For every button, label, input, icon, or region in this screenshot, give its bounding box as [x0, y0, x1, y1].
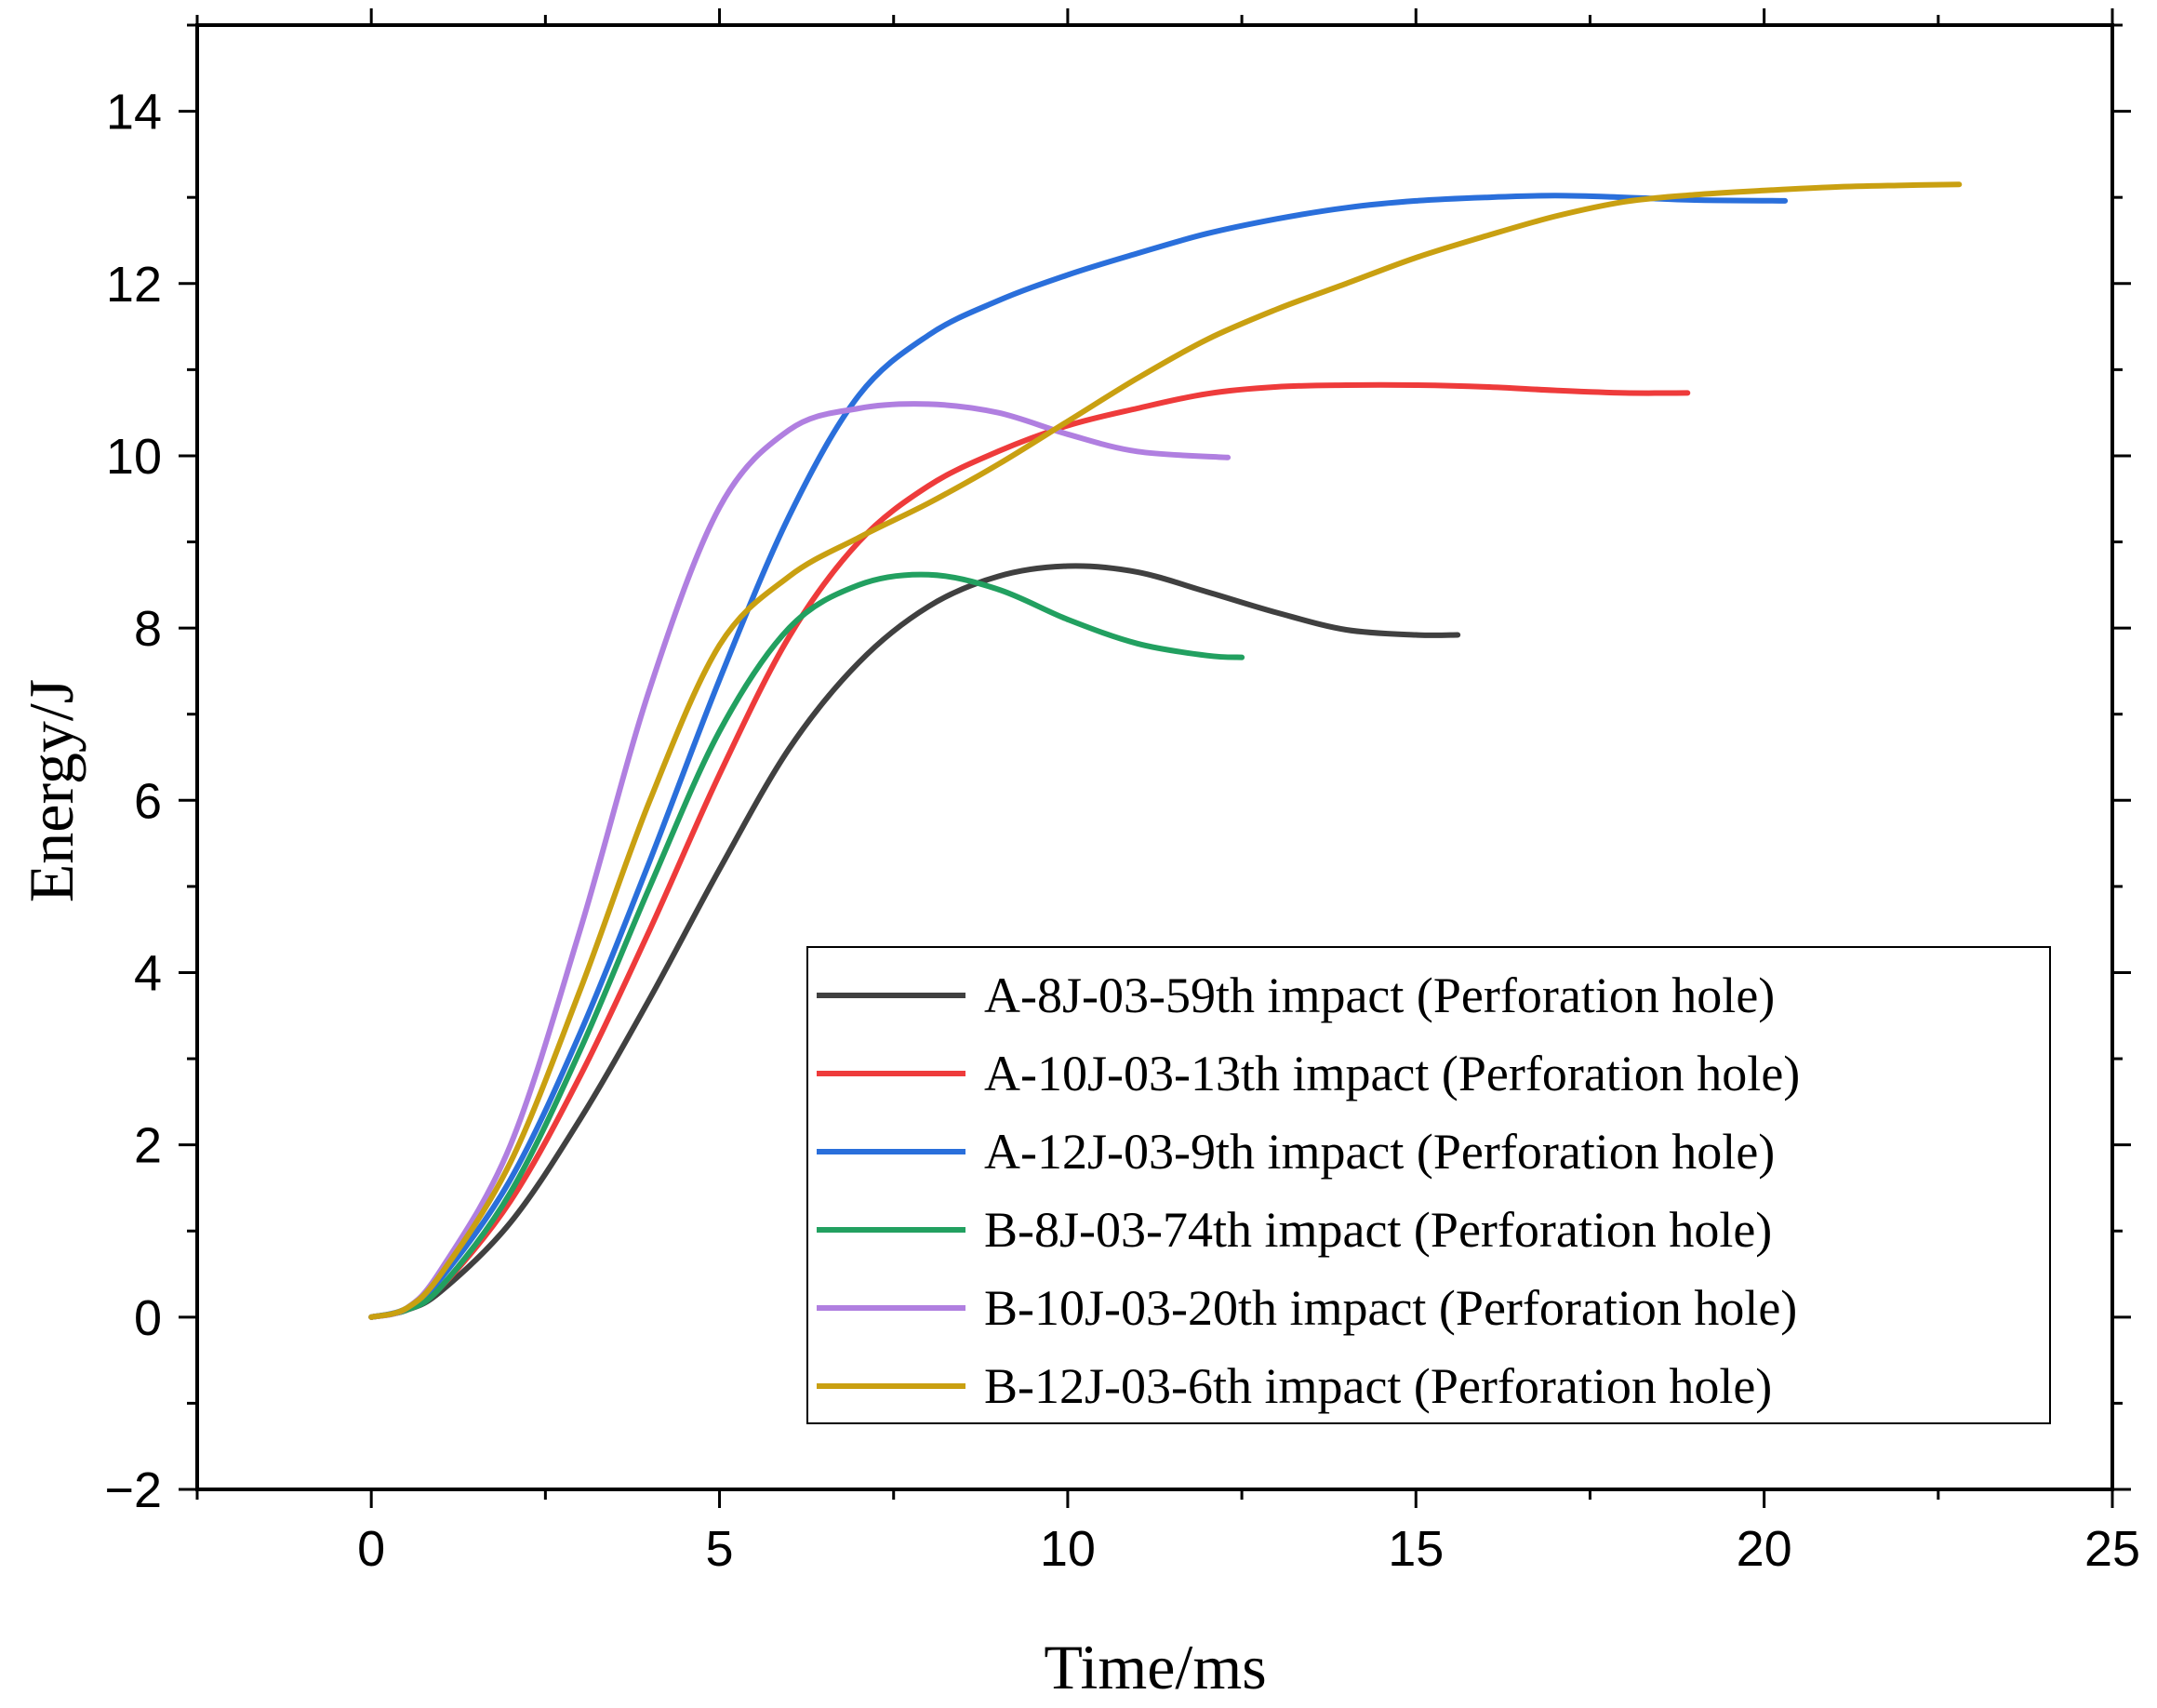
series-line-6: [368, 181, 1963, 1320]
y-axis-ticks: −2 0 2 4 6 8 10 12 14: [104, 23, 2131, 1518]
y-tick-label: 12: [106, 257, 162, 313]
y-tick-label: 10: [106, 429, 162, 485]
y-tick-label: 2: [134, 1118, 162, 1174]
y-tick-label: 6: [134, 773, 162, 829]
legend-label-3: A-12J-03-9th impact (Perforation hole): [984, 1124, 1775, 1180]
y-tick-label: 14: [106, 85, 162, 140]
x-tick-label: 25: [2084, 1521, 2140, 1577]
series-layer: [368, 181, 1963, 1320]
series-line-5: [368, 401, 1232, 1320]
x-tick-label: 5: [706, 1521, 734, 1577]
series-line-4: [368, 571, 1245, 1320]
legend-label-5: B-10J-03-20th impact (Perforation hole): [984, 1280, 1797, 1336]
x-tick-label: 10: [1040, 1521, 1096, 1577]
x-tick-label: 0: [357, 1521, 385, 1577]
y-tick-label: −2: [104, 1462, 162, 1518]
y-tick-label: 4: [134, 945, 162, 1001]
x-axis-title: Time/ms: [1044, 1632, 1266, 1702]
y-tick-label: 8: [134, 601, 162, 657]
legend-label-4: B-8J-03-74th impact (Perforation hole): [984, 1202, 1772, 1258]
x-tick-label: 20: [1737, 1521, 1792, 1577]
legend-label-1: A-8J-03-59th impact (Perforation hole): [984, 967, 1775, 1023]
legend: A-8J-03-59th impact (Perforation hole) A-…: [806, 946, 2051, 1424]
x-tick-label: 15: [1388, 1521, 1444, 1577]
y-tick-label: 0: [134, 1290, 162, 1346]
series-line-2: [368, 381, 1691, 1320]
plot-area-frame: [195, 23, 2114, 1491]
legend-label-6: B-12J-03-6th impact (Perforation hole): [984, 1358, 1772, 1414]
series-line-1: [368, 563, 1461, 1320]
series-line-3: [368, 193, 1789, 1320]
y-axis-title: Energy/J: [16, 679, 87, 903]
legend-label-2: A-10J-03-13th impact (Perforation hole): [984, 1046, 1800, 1101]
x-axis-ticks: 0 5 10 15 20 25: [195, 8, 2140, 1577]
legend-box: [806, 946, 2051, 1424]
